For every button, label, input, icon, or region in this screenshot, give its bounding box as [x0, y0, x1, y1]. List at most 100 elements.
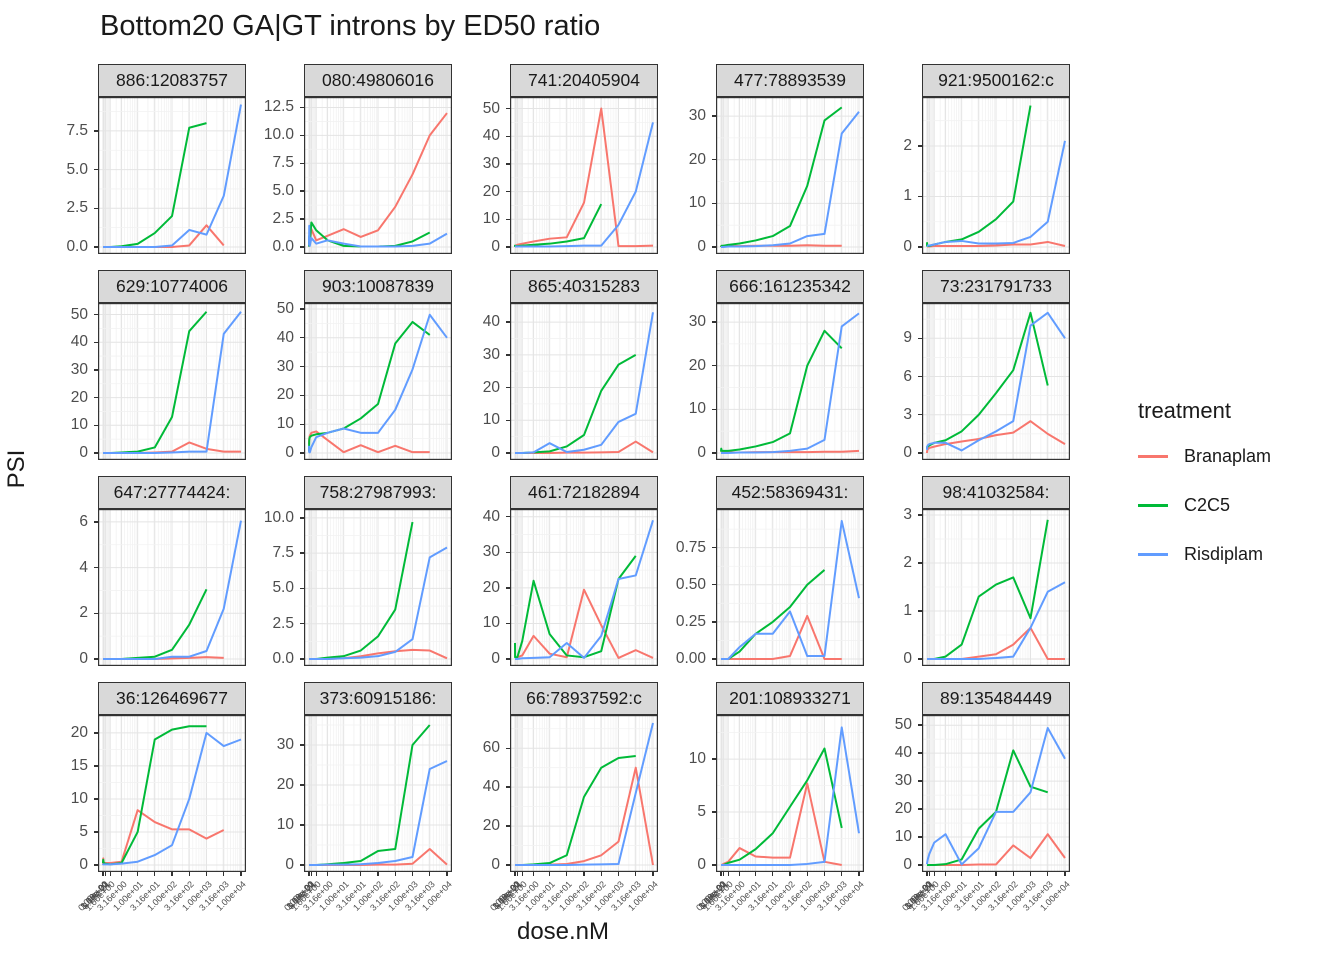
y-tick-label: 40	[482, 313, 500, 331]
y-tick-label: 4	[79, 558, 88, 576]
y-tick-mark	[300, 134, 304, 137]
y-tick-label: 0	[79, 444, 88, 461]
y-tick-label: 10	[70, 416, 88, 434]
y-tick-mark	[94, 207, 98, 209]
y-tick-label: 6	[903, 367, 912, 385]
y-tick-label: 0	[79, 650, 88, 667]
series-line-c2c5	[720, 329, 843, 452]
y-tick-mark	[94, 341, 98, 343]
x-tick-mark	[1047, 872, 1049, 876]
y-tick-mark	[94, 452, 98, 454]
y-tick-mark	[712, 246, 716, 248]
facet-741:20405904: 741:20405904 0 10 20 30 40 50	[452, 64, 658, 255]
facet-758:27987993:: 758:27987993: 0.0 2.5 5.0 7.5 10.0	[246, 476, 452, 667]
y-tick-label: 30	[688, 313, 706, 331]
y-tick-mark	[506, 246, 510, 248]
y-tick-label: 0	[491, 856, 500, 873]
y-tick-mark	[918, 780, 922, 782]
y-tick-mark	[300, 218, 304, 220]
x-tick-mark	[377, 872, 379, 876]
y-tick-label: 5	[79, 822, 88, 840]
y-tick-label: 30	[688, 107, 706, 125]
y-tick-mark	[712, 159, 716, 161]
facet-strip-label: 373:60915186:	[304, 682, 452, 715]
y-tick-label: 40	[482, 778, 500, 796]
x-tick-mark	[1012, 872, 1014, 876]
series-line-risdiplam	[514, 122, 654, 248]
y-tick-mark	[94, 424, 98, 426]
facet-panel	[716, 509, 864, 666]
x-tick-mark	[722, 872, 725, 876]
y-tick-mark	[94, 658, 98, 660]
y-axis: 0 5 10 15 20	[40, 715, 98, 873]
series-line-risdiplam	[926, 311, 1066, 452]
y-tick-mark	[94, 369, 98, 371]
y-axis: 0 10 20 30 40 50	[246, 301, 304, 461]
legend-label: C2C5	[1184, 495, 1231, 515]
y-tick-mark	[506, 321, 510, 323]
legend-label: Branaplam	[1184, 446, 1272, 466]
y-tick-label: 0	[903, 444, 912, 461]
plot-title: Bottom20 GA|GT introns by ED50 ratio	[100, 10, 601, 42]
y-tick-mark	[94, 313, 98, 316]
y-tick-label: 10	[482, 614, 500, 632]
y-tick-label: 0.25	[675, 612, 706, 630]
x-tick-mark	[806, 872, 808, 876]
y-tick-mark	[506, 190, 510, 193]
y-axis: 0 10 20 30	[246, 715, 304, 873]
y-tick-label: 0.0	[272, 650, 294, 667]
y-tick-mark	[300, 246, 304, 248]
facet-panel	[98, 715, 246, 872]
x-tick-mark	[1064, 872, 1066, 876]
legend-key-line	[1138, 553, 1168, 556]
y-tick-mark	[506, 516, 510, 518]
series-line-c2c5	[926, 749, 1049, 866]
x-tick-mark	[315, 872, 317, 876]
x-axis: 0.00e+00 1.00e-02 3.16e-02 1.00e-01 3.16e-01…	[694, 872, 866, 934]
facet-strip-label: 461:72182894	[510, 476, 658, 509]
y-tick-label: 0.0	[272, 238, 294, 255]
facet-panel	[304, 715, 452, 872]
y-tick-mark	[94, 566, 98, 569]
x-tick-mark	[394, 872, 396, 876]
series-line-risdiplam	[514, 312, 654, 454]
y-tick-mark	[712, 621, 716, 623]
facet-strip-label: 921:9500162:c	[922, 64, 1070, 97]
y-axis: 0 1 2	[864, 97, 922, 255]
x-tick-mark	[548, 872, 551, 876]
y-tick-label: 40	[482, 127, 500, 145]
x-tick-mark	[600, 872, 602, 876]
y-tick-mark	[506, 587, 510, 589]
y-tick-mark	[300, 658, 304, 660]
y-tick-mark	[712, 811, 716, 813]
x-tick-mark	[841, 872, 843, 876]
y-tick-label: 10	[688, 194, 706, 212]
facet-080:49806016: 080:49806016 0.0 2.5 5.0 7.5 10.0 12.5	[246, 64, 452, 255]
y-tick-mark	[300, 824, 304, 826]
y-tick-label: 2.5	[272, 614, 294, 632]
y-tick-mark	[918, 145, 922, 147]
y-tick-mark	[506, 419, 510, 421]
facet-strip-label: 647:27774424:	[98, 476, 246, 509]
y-axis: 0 5 10	[658, 715, 716, 873]
y-axis: 0 10 20 30	[658, 303, 716, 461]
facet-89:135484449: 89:135484449 0 10 20 30 40 50 0.00e+00 1.00e-02 3…	[864, 682, 1072, 934]
facet-36:126469677: 36:126469677 0 5 10 15 20 0.00e+00 1.00e-02 3.16…	[40, 682, 248, 934]
facet-strip-label: 629:10774006	[98, 270, 246, 303]
y-tick-mark	[94, 246, 98, 248]
x-axis: 0.00e+00 1.00e-02 3.16e-02 1.00e-01 3.16e-01…	[76, 872, 248, 934]
x-tick-mark	[154, 872, 156, 876]
facet-strip-label: 89:135484449	[922, 682, 1070, 715]
y-tick-label: 40	[70, 333, 88, 351]
y-tick-label: 40	[276, 328, 294, 346]
series-line-risdiplam	[926, 581, 1066, 660]
y-axis-title: PSI	[3, 449, 30, 489]
y-tick-label: 0	[491, 650, 500, 667]
y-tick-mark	[712, 584, 716, 586]
x-tick-mark	[120, 872, 123, 876]
x-tick-mark	[738, 872, 741, 876]
y-axis: 0 10 20 30 40 50	[40, 303, 98, 461]
y-tick-mark	[94, 831, 98, 833]
series-line-risdiplam	[308, 313, 448, 454]
y-tick-mark	[94, 732, 98, 734]
